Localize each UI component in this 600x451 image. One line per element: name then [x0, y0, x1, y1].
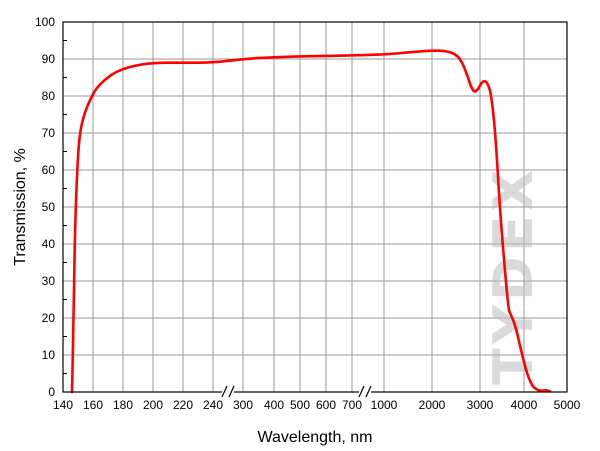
x-tick-label: 500 [290, 398, 310, 412]
y-tick-label: 10 [42, 348, 56, 362]
x-tick-label: 160 [83, 398, 103, 412]
y-tick-label: 50 [42, 200, 56, 214]
y-tick-label: 100 [35, 15, 55, 29]
y-tick-label: 90 [42, 52, 56, 66]
axis-break-mark [221, 385, 228, 398]
x-tick-label: 200 [143, 398, 163, 412]
transmission-line [70, 49, 552, 394]
y-tick-label: 40 [42, 237, 56, 251]
y-tick-label: 20 [42, 311, 56, 325]
plot-frame [62, 21, 568, 393]
y-tick-label: 70 [42, 126, 56, 140]
x-tick-label: 400 [264, 398, 284, 412]
x-tick-label: 600 [316, 398, 336, 412]
series-layer [70, 49, 552, 394]
watermark-text: TYDEX [482, 166, 545, 385]
y-tick-label: 30 [42, 274, 56, 288]
y-tick-labels: 0 10 20 30 40 50 60 70 80 90 100 [35, 15, 55, 399]
x-tick-label: 300 [233, 398, 253, 412]
axis-break-gap [222, 385, 234, 399]
y-tick-label: 80 [42, 89, 56, 103]
x-tick-label: 4000 [511, 398, 538, 412]
x-tick-label: 3000 [467, 398, 494, 412]
axis-breaks [221, 385, 372, 399]
x-axis-title: Wavelength, nm [257, 429, 372, 446]
x-tick-label: 700 [342, 398, 362, 412]
x-tick-label: 180 [113, 398, 133, 412]
y-axis-title: Transmission, % [12, 148, 29, 266]
y-tick-label: 60 [42, 163, 56, 177]
x-tick-label: 1000 [371, 398, 398, 412]
x-tick-labels: 140 160 180 200 220 240 300 400 500 600 700 1000 200… [53, 398, 581, 412]
axis-break-mark [358, 385, 365, 398]
x-tick-label: 240 [203, 398, 223, 412]
axis-break-gap [359, 385, 371, 399]
x-tick-label: 220 [173, 398, 193, 412]
axis-break-mark [228, 385, 235, 398]
y-tick-label: 0 [48, 385, 55, 399]
x-tick-label: 140 [53, 398, 73, 412]
x-tick-label: 5000 [554, 398, 581, 412]
axis-break-mark [365, 385, 372, 398]
x-tick-label: 2000 [419, 398, 446, 412]
